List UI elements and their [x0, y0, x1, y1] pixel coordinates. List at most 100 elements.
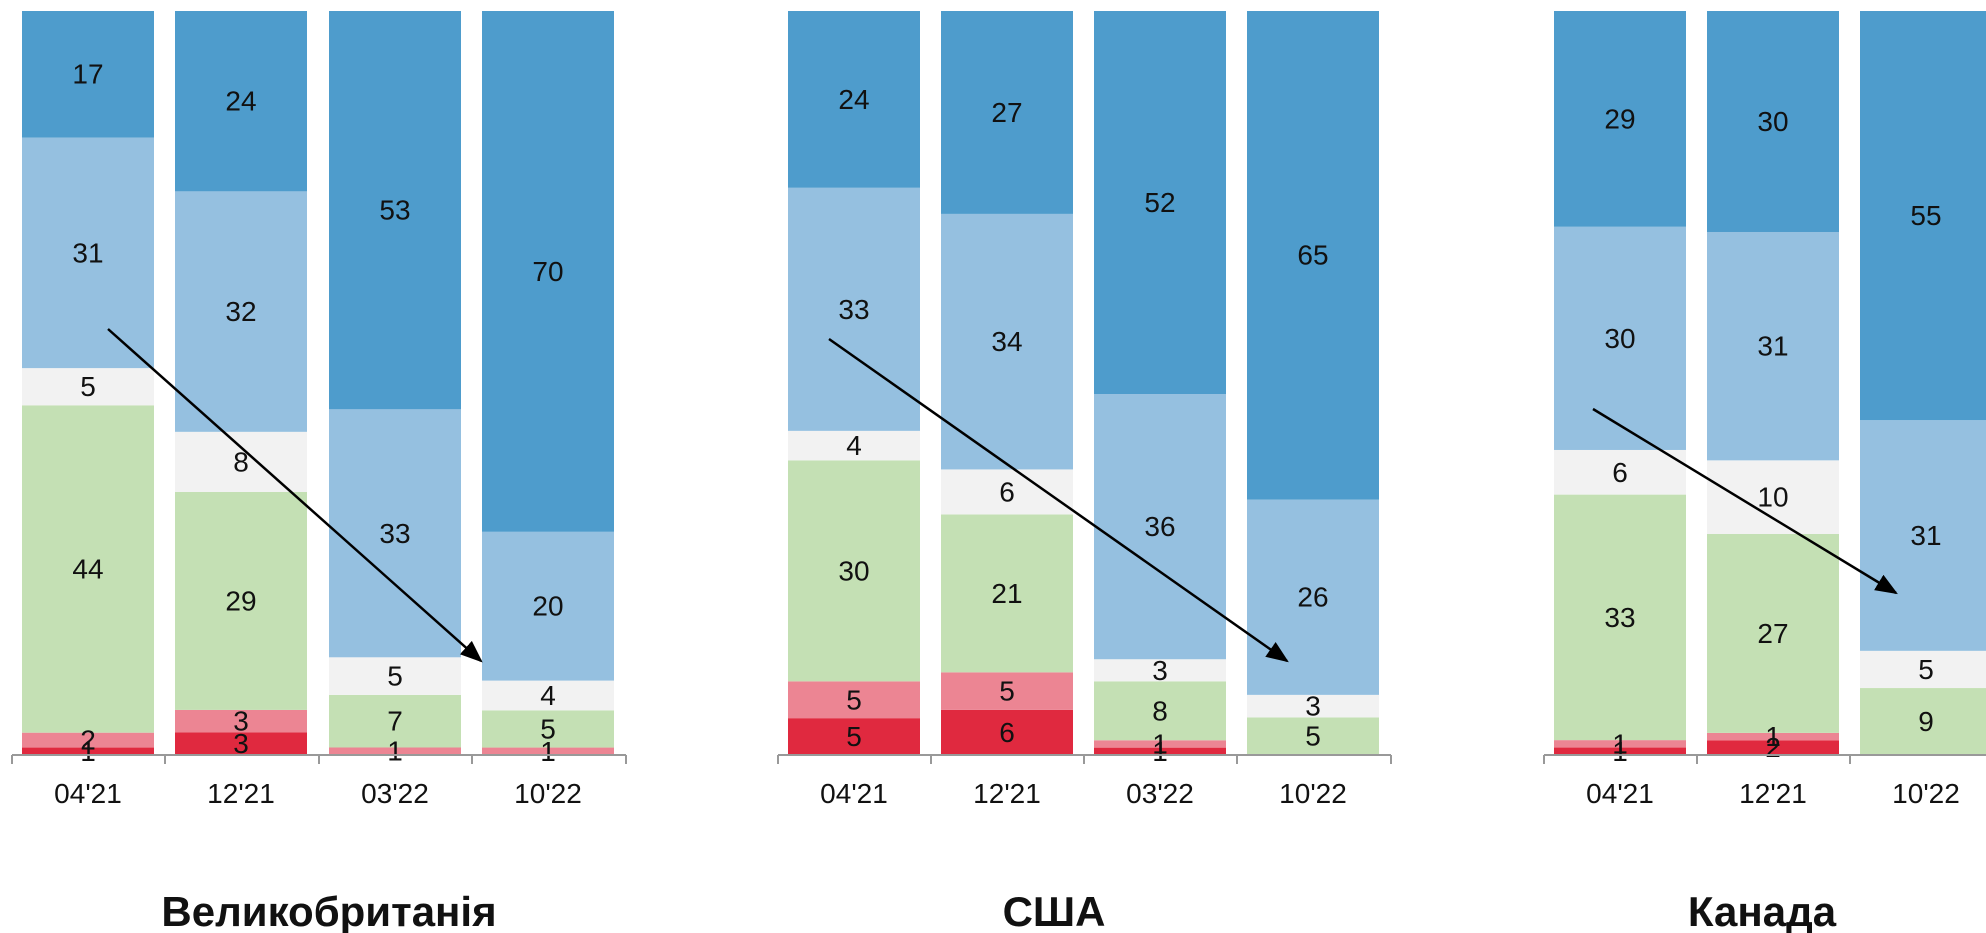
data-label: 70: [532, 256, 563, 287]
bar-segment: [941, 11, 1073, 214]
bar-segment: [329, 657, 461, 695]
data-label: 5: [846, 684, 862, 715]
data-label: 10: [1757, 482, 1788, 513]
data-label: 3: [233, 728, 249, 759]
x-axis: 04'21 12'21 03'22 10'22 04'21 12'21 03'22 10'22…: [11, 754, 1986, 809]
bar-segment: [22, 368, 154, 406]
x-tick-label: 12'21: [973, 778, 1041, 809]
bar-segment: [1860, 420, 1986, 651]
bar-segment: [1707, 11, 1839, 232]
bar-segment: [1860, 11, 1986, 421]
data-label: 5: [387, 661, 403, 692]
x-tick-label: 10'22: [514, 778, 582, 809]
x-tick-label: 04'21: [1586, 778, 1654, 809]
bar-segment: [941, 469, 1073, 515]
bar-segment: [22, 137, 154, 369]
x-tick-label: 10'22: [1279, 778, 1347, 809]
data-label: 29: [1604, 103, 1635, 134]
data-label: 3: [1305, 691, 1321, 722]
data-label: 26: [1297, 582, 1328, 613]
data-label: 7: [387, 706, 403, 737]
bar-segment: [1554, 226, 1686, 450]
data-label: 29: [225, 585, 256, 616]
bars-layer: [22, 11, 1986, 755]
bar-segment: [329, 747, 461, 755]
data-label: 6: [999, 717, 1015, 748]
data-label: 1: [1765, 721, 1781, 752]
trend-arrow: [1592, 407, 1898, 595]
data-label: 1: [540, 736, 556, 767]
data-label: 17: [72, 59, 103, 90]
bar-segment: [1094, 659, 1226, 682]
bar-segment: [482, 747, 614, 755]
data-label: 65: [1297, 240, 1328, 271]
data-label: 6: [999, 476, 1015, 507]
group-title-usa: США: [1003, 888, 1106, 933]
data-label: 30: [838, 555, 869, 586]
data-label: 27: [991, 97, 1022, 128]
bar-segment: [1860, 688, 1986, 755]
data-label: 1: [1612, 736, 1628, 767]
x-tick-label: 10'22: [1892, 778, 1960, 809]
data-label: 24: [838, 84, 869, 115]
bar-segment: [175, 491, 307, 710]
data-label: 8: [1152, 695, 1168, 726]
data-label: 2: [80, 725, 96, 756]
data-label: 52: [1144, 187, 1175, 218]
bar-segment: [941, 213, 1073, 470]
trend-arrows: [107, 328, 1898, 663]
data-label: 5: [1918, 654, 1934, 685]
x-tick-label: 03'22: [1126, 778, 1194, 809]
data-label: 31: [72, 237, 103, 268]
x-tick-label: 03'22: [361, 778, 429, 809]
bar-segment: [22, 747, 154, 755]
data-label: 3: [1152, 655, 1168, 686]
data-label: 5: [846, 721, 862, 752]
data-label: 1: [1612, 728, 1628, 759]
data-label: 24: [225, 86, 256, 117]
data-label: 3: [233, 706, 249, 737]
data-label: 53: [379, 195, 410, 226]
bar-segment: [941, 514, 1073, 673]
bar-segment: [22, 11, 154, 138]
x-tick-label: 04'21: [54, 778, 122, 809]
data-label: 5: [80, 371, 96, 402]
x-tick-label: 12'21: [1739, 778, 1807, 809]
bar-segment: [175, 732, 307, 755]
bar-segment: [1554, 494, 1686, 741]
bar-segment: [1094, 740, 1226, 748]
bar-segment: [1707, 732, 1839, 741]
bar-segment: [1094, 394, 1226, 660]
bar-segment: [22, 405, 154, 733]
bar-segment: [175, 191, 307, 432]
bar-segment: [788, 11, 920, 188]
bar-segment: [1554, 740, 1686, 748]
data-label: 32: [225, 296, 256, 327]
data-label: 5: [999, 676, 1015, 707]
bar-segment: [788, 430, 920, 461]
bar-segment: [1707, 231, 1839, 461]
group-title-canada: Канада: [1688, 888, 1837, 933]
data-label: 55: [1910, 200, 1941, 231]
data-label: 30: [1757, 106, 1788, 137]
bar-segment: [788, 187, 920, 431]
data-label: 1: [1152, 736, 1168, 767]
data-label: 5: [1305, 721, 1321, 752]
bar-segment: [941, 709, 1073, 755]
data-label: 5: [540, 713, 556, 744]
bar-segment: [1707, 740, 1839, 755]
bar-segment: [1860, 650, 1986, 689]
bar-segment: [1094, 747, 1226, 755]
bar-segment: [788, 460, 920, 682]
data-label: 34: [991, 326, 1022, 357]
data-label: 33: [838, 294, 869, 325]
trend-arrow: [828, 337, 1289, 663]
data-label: 1: [80, 736, 96, 767]
data-label: 1: [387, 736, 403, 767]
data-label: 8: [233, 446, 249, 477]
bar-segment: [482, 680, 614, 711]
data-label: 20: [532, 591, 563, 622]
bar-segment: [1094, 11, 1226, 395]
data-label: 27: [1757, 618, 1788, 649]
